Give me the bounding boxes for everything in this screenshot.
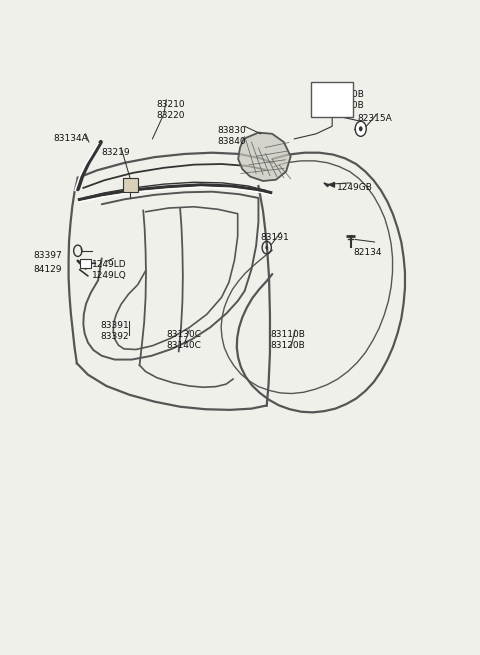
Text: 83219: 83219 xyxy=(102,147,131,157)
Text: 82315A: 82315A xyxy=(358,114,392,122)
Text: 83830
83840: 83830 83840 xyxy=(217,126,246,146)
Text: 83397: 83397 xyxy=(34,251,62,260)
Text: 83191: 83191 xyxy=(261,233,289,242)
Text: 83130C
83140C: 83130C 83140C xyxy=(166,330,201,350)
Circle shape xyxy=(265,246,268,250)
Text: 82134: 82134 xyxy=(353,248,382,257)
Text: 83210
83220: 83210 83220 xyxy=(156,100,185,120)
FancyBboxPatch shape xyxy=(123,178,138,192)
Text: 1249GB: 1249GB xyxy=(337,183,372,192)
Text: 83910B
83920B: 83910B 83920B xyxy=(330,90,365,110)
Text: 83110B
83120B: 83110B 83120B xyxy=(270,330,305,350)
FancyBboxPatch shape xyxy=(80,259,91,268)
Text: 84129: 84129 xyxy=(34,265,62,274)
Text: 83134A: 83134A xyxy=(53,134,88,143)
Text: 1249LD
1249LQ: 1249LD 1249LQ xyxy=(92,259,126,280)
Polygon shape xyxy=(324,183,329,187)
Circle shape xyxy=(359,126,362,131)
FancyBboxPatch shape xyxy=(312,82,353,117)
Text: 83391
83392: 83391 83392 xyxy=(101,321,130,341)
Circle shape xyxy=(355,121,366,136)
Polygon shape xyxy=(238,132,291,181)
